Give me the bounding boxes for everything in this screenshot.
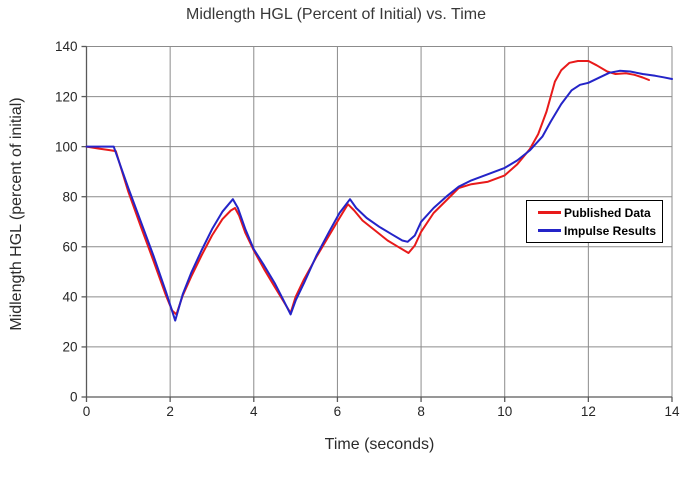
- svg-text:20: 20: [62, 340, 77, 355]
- svg-text:14: 14: [664, 404, 680, 419]
- svg-text:100: 100: [55, 139, 78, 154]
- legend: Published Data Impulse Results: [526, 200, 663, 243]
- legend-label-published-data: Published Data: [564, 205, 651, 220]
- svg-text:8: 8: [417, 404, 425, 419]
- svg-text:10: 10: [497, 404, 512, 419]
- impulse-results-line-swatch: [538, 229, 561, 232]
- svg-text:4: 4: [250, 404, 258, 419]
- chart-title: Midlength HGL (Percent of Initial) vs. T…: [186, 6, 486, 23]
- svg-text:120: 120: [55, 89, 78, 104]
- svg-text:12: 12: [581, 404, 596, 419]
- published-data-line-swatch: [538, 211, 561, 214]
- svg-text:60: 60: [62, 239, 77, 254]
- legend-label-impulse-results: Impulse Results: [564, 223, 657, 238]
- svg-text:0: 0: [70, 390, 78, 405]
- svg-text:140: 140: [55, 39, 78, 54]
- svg-text:2: 2: [166, 404, 174, 419]
- svg-text:40: 40: [62, 290, 77, 305]
- legend-row-published-data: Published Data: [538, 206, 662, 220]
- svg-text:80: 80: [62, 189, 77, 204]
- legend-row-impulse-results: Impulse Results: [538, 224, 662, 238]
- svg-text:0: 0: [83, 404, 91, 419]
- svg-text:6: 6: [334, 404, 342, 419]
- x-axis-label: Time (seconds): [324, 436, 435, 453]
